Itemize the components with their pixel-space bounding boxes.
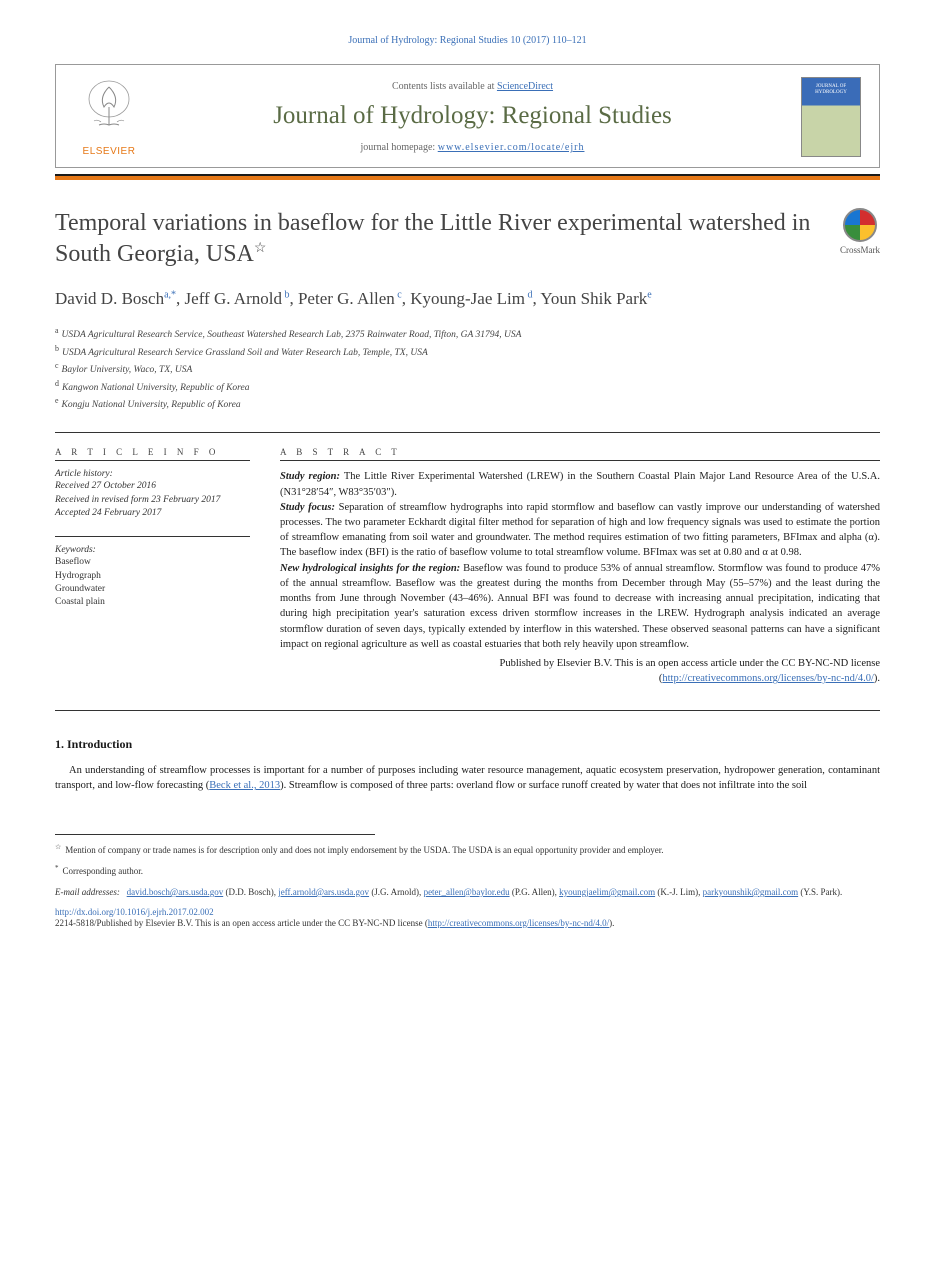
article-info-column: A R T I C L E I N F O Article history: R… — [55, 447, 250, 686]
footnote-corresponding: *Corresponding author. — [55, 864, 880, 878]
footnote-emails: E-mail addresses: david.bosch@ars.usda.g… — [55, 886, 880, 899]
insights-label: New hydrological insights for the region… — [280, 563, 460, 574]
title-footnote-star: ☆ — [254, 241, 267, 256]
info-rule-2 — [55, 536, 250, 537]
received-date: Received 27 October 2016 — [55, 480, 250, 493]
homepage-link[interactable]: www.elsevier.com/locate/ejrh — [438, 142, 585, 153]
journal-title: Journal of Hydrology: Regional Studies — [162, 102, 783, 131]
email-link[interactable]: kyoungjaelim@gmail.com — [559, 887, 655, 897]
intro-paragraph: An understanding of streamflow processes… — [55, 764, 880, 793]
author-1-affil: a,* — [164, 290, 176, 301]
keyword: Baseflow — [55, 556, 250, 569]
homepage-prefix: journal homepage: — [361, 142, 438, 153]
author-5: , Youn Shik Park — [532, 289, 647, 308]
elsevier-tree-icon — [79, 77, 139, 137]
study-region-text: The Little River Experimental Watershed … — [280, 471, 880, 497]
abstract-column: A B S T R A C T Study region: The Little… — [280, 447, 880, 686]
affil-b: bUSDA Agricultural Research Service Gras… — [55, 343, 880, 360]
abstract-body: Study region: The Little River Experimen… — [280, 469, 880, 652]
history-heading: Article history: — [55, 469, 250, 479]
affiliations: aUSDA Agricultural Research Service, Sou… — [55, 325, 880, 412]
intro-text-b: ). Streamflow is composed of three parts… — [280, 780, 807, 791]
author-2: , Jeff G. Arnold — [176, 289, 282, 308]
journal-reference-header: Journal of Hydrology: Regional Studies 1… — [55, 35, 880, 46]
revised-date: Received in revised form 23 February 201… — [55, 494, 250, 507]
intro-heading: 1. Introduction — [55, 737, 880, 752]
study-focus-label: Study focus: — [280, 502, 335, 513]
star-icon: ☆ — [55, 843, 61, 851]
insights-text: Baseflow was found to produce 53% of ann… — [280, 563, 880, 650]
contents-available: Contents lists available at ScienceDirec… — [162, 81, 783, 92]
author-4: , Kyoung-Jae Lim — [402, 289, 525, 308]
license-line: Published by Elsevier B.V. This is an op… — [280, 656, 880, 686]
publication-info: 2214-5818/Published by Elsevier B.V. Thi… — [55, 917, 880, 929]
keywords-heading: Keywords: — [55, 545, 250, 555]
email-link[interactable]: parkyounshik@gmail.com — [703, 887, 799, 897]
study-region-label: Study region: — [280, 471, 340, 482]
study-focus-text: Separation of streamflow hydrographs int… — [280, 502, 880, 559]
footnote-disclaimer: ☆Mention of company or trade names is fo… — [55, 843, 880, 857]
license-text-1: Published by Elsevier B.V. This is an op… — [500, 658, 880, 669]
elsevier-logo: ELSEVIER — [74, 77, 144, 157]
license-text-3: ). — [874, 673, 880, 684]
article-info-label: A R T I C L E I N F O — [55, 447, 250, 457]
email-link[interactable]: jeff.arnold@ars.usda.gov — [278, 887, 369, 897]
keyword: Hydrograph — [55, 570, 250, 583]
email-link[interactable]: peter_allen@baylor.edu — [424, 887, 510, 897]
sciencedirect-link[interactable]: ScienceDirect — [497, 81, 553, 92]
article-title: Temporal variations in baseflow for the … — [55, 208, 820, 270]
journal-header-box: ELSEVIER Contents lists available at Sci… — [55, 64, 880, 168]
crossmark-label: CrossMark — [840, 245, 880, 255]
author-list: David D. Boscha,*, Jeff G. Arnold b, Pet… — [55, 288, 880, 311]
emails-label: E-mail addresses: — [55, 887, 120, 897]
journal-cover-thumbnail: JOURNAL OF HYDROLOGY — [801, 77, 861, 157]
affil-c: cBaylor University, Waco, TX, USA — [55, 360, 880, 377]
affil-a: aUSDA Agricultural Research Service, Sou… — [55, 325, 880, 342]
footnotes-divider — [55, 834, 375, 843]
accepted-date: Accepted 24 February 2017 — [55, 507, 250, 520]
info-rule — [55, 460, 250, 461]
author-5-affil: e — [647, 290, 651, 301]
contents-prefix: Contents lists available at — [392, 81, 497, 92]
homepage-line: journal homepage: www.elsevier.com/locat… — [162, 142, 783, 153]
asterisk-icon: * — [55, 864, 59, 872]
cc-license-link[interactable]: http://creativecommons.org/licenses/by-n… — [428, 918, 609, 928]
author-3: , Peter G. Allen — [289, 289, 394, 308]
affil-e: eKongju National University, Republic of… — [55, 395, 880, 412]
email-link[interactable]: david.bosch@ars.usda.gov — [127, 887, 224, 897]
elsevier-text: ELSEVIER — [74, 146, 144, 157]
abstract-rule — [280, 460, 880, 461]
crossmark-badge[interactable]: CrossMark — [840, 208, 880, 255]
title-text: Temporal variations in baseflow for the … — [55, 210, 810, 267]
keyword: Groundwater — [55, 583, 250, 596]
abstract-bottom-rule — [55, 710, 880, 711]
doi-link[interactable]: http://dx.doi.org/10.1016/j.ejrh.2017.02… — [55, 907, 880, 917]
crossmark-icon — [843, 208, 877, 242]
abstract-label: A B S T R A C T — [280, 447, 880, 457]
keyword: Coastal plain — [55, 596, 250, 609]
header-divider-bar — [55, 174, 880, 180]
author-3-affil: c — [395, 290, 402, 301]
license-link[interactable]: http://creativecommons.org/licenses/by-n… — [662, 673, 874, 684]
citation-link[interactable]: Beck et al., 2013 — [209, 780, 280, 791]
affil-d: dKangwon National University, Republic o… — [55, 378, 880, 395]
cover-text: JOURNAL OF HYDROLOGY — [806, 84, 856, 95]
author-1: David D. Bosch — [55, 289, 164, 308]
